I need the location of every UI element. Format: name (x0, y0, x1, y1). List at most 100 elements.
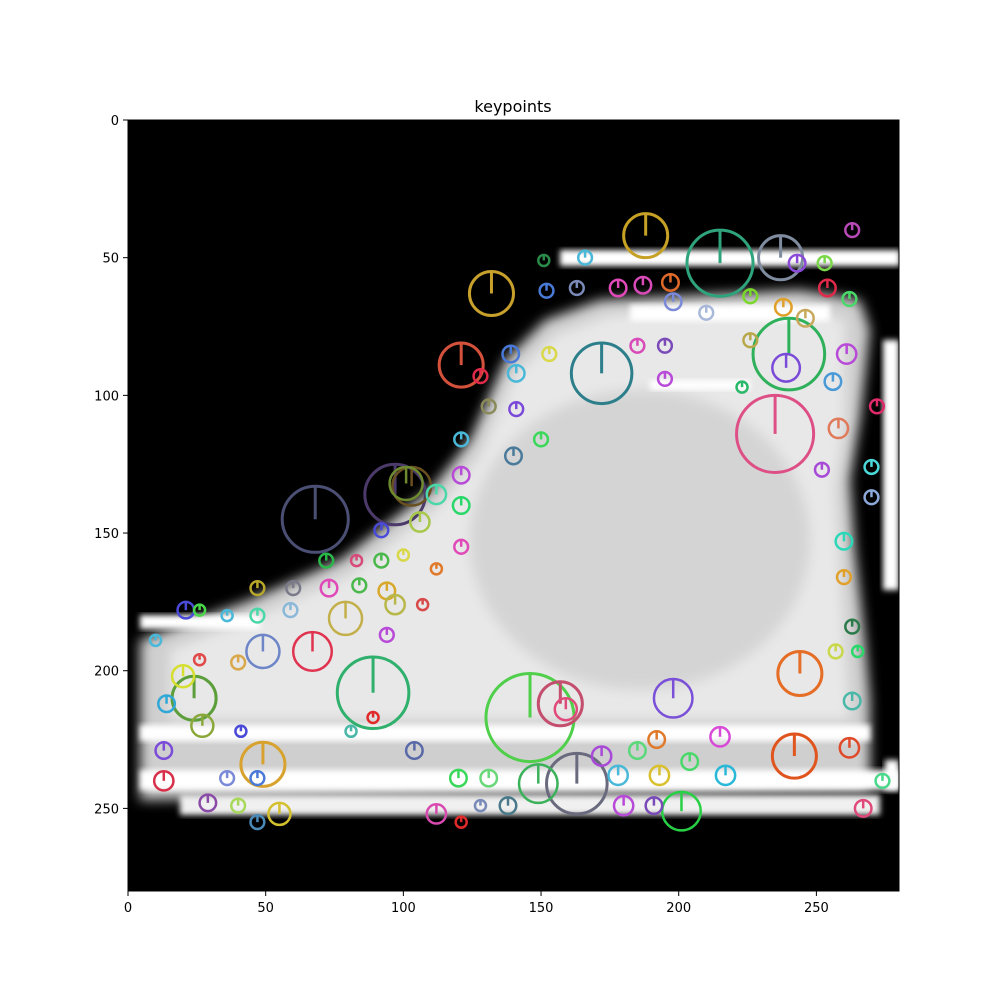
x-axis: 0 50 100 150 200 250 (124, 891, 829, 916)
keypoint (472, 367, 489, 385)
keypoint (285, 579, 302, 597)
chart-title: keypoints (474, 97, 551, 116)
keypoint (680, 752, 700, 772)
keypoint (607, 764, 630, 787)
keypoint (327, 600, 364, 637)
keypoint (451, 465, 471, 485)
keypoint (453, 538, 470, 555)
keypoint (853, 798, 873, 818)
keypoint (835, 568, 853, 586)
shoe-body (140, 250, 899, 815)
keypoint (842, 691, 862, 711)
keypoint (190, 713, 215, 739)
keypoint (656, 370, 674, 387)
keypoint (366, 710, 380, 725)
keypoint (230, 654, 247, 671)
keypoint-circle (453, 431, 470, 448)
x-tick-label: 50 (257, 901, 274, 916)
keypoint (349, 553, 364, 568)
keypoint (863, 489, 880, 506)
keypoint (503, 446, 524, 466)
y-tick-label: 200 (94, 665, 119, 680)
keypoint (319, 578, 339, 598)
keypoint (838, 736, 861, 759)
keypoint (787, 253, 807, 273)
keypoint (396, 548, 411, 562)
keypoint (451, 495, 471, 516)
keypoint (363, 462, 427, 527)
keypoint (627, 741, 647, 761)
keypoint (501, 344, 521, 364)
keypoint-circle (816, 255, 833, 272)
keypoint-circle (498, 796, 518, 816)
keypoint (425, 483, 448, 506)
x-tick-label: 250 (804, 901, 829, 916)
keypoint (192, 603, 207, 617)
keypoint (170, 663, 196, 689)
keypoint (373, 522, 390, 539)
keypoint (608, 278, 628, 298)
keypoint (280, 484, 350, 554)
keypoint (425, 803, 448, 825)
keypoint-circle (685, 228, 755, 298)
keypoint (553, 697, 579, 722)
keypoint (569, 341, 634, 406)
keypoint-circle (742, 332, 759, 349)
keypoint (633, 275, 653, 295)
keypoint (816, 255, 833, 272)
keypoint (660, 790, 702, 832)
keypoint (335, 655, 411, 731)
keypoint (239, 740, 287, 788)
keypoint-circle (319, 578, 339, 598)
keypoint (480, 398, 497, 415)
keypoint-circle (576, 249, 594, 266)
keypoint (742, 332, 759, 349)
keypoint-circle (629, 337, 646, 354)
keypoint (660, 272, 680, 292)
keypoints-layer (148, 212, 891, 832)
keypoint (351, 577, 368, 594)
keypoint (448, 768, 468, 788)
keypoint (291, 630, 334, 672)
keypoint (698, 304, 715, 321)
keypoint (742, 288, 759, 305)
keypoint (249, 607, 266, 624)
keypoint (467, 269, 516, 318)
x-tick-label: 0 (124, 901, 132, 916)
keypoint (835, 343, 858, 365)
keypoint-circle (532, 431, 550, 448)
keypoint (429, 562, 444, 576)
keypoint (192, 652, 207, 667)
keypoint (874, 772, 891, 789)
keypoint (622, 212, 670, 260)
keypoint (218, 769, 236, 787)
keypoint (629, 337, 646, 354)
keypoint (230, 797, 247, 814)
x-tick-label: 150 (529, 901, 554, 916)
keypoint (652, 677, 694, 719)
y-tick-label: 100 (94, 389, 119, 404)
keypoint (373, 552, 390, 569)
keypoint (576, 249, 594, 266)
keypoint (532, 431, 550, 448)
keypoint (538, 282, 555, 299)
keypoint (157, 694, 177, 714)
x-tick-label: 100 (391, 901, 416, 916)
keypoint-circle (827, 417, 850, 440)
keypoint (498, 796, 518, 816)
keypoint (148, 633, 163, 648)
keypoint (844, 618, 861, 635)
keypoint (318, 552, 335, 569)
y-tick-label: 50 (102, 252, 119, 267)
keypoint (517, 763, 559, 805)
keypoint (776, 649, 824, 697)
keypoint (685, 228, 755, 298)
plot-frame (127, 119, 900, 892)
keypoint (404, 741, 424, 761)
keypoint (709, 725, 731, 748)
keypoint (282, 602, 299, 619)
keypoint (378, 626, 395, 644)
keypoint (813, 461, 831, 478)
keypoint (644, 796, 664, 816)
